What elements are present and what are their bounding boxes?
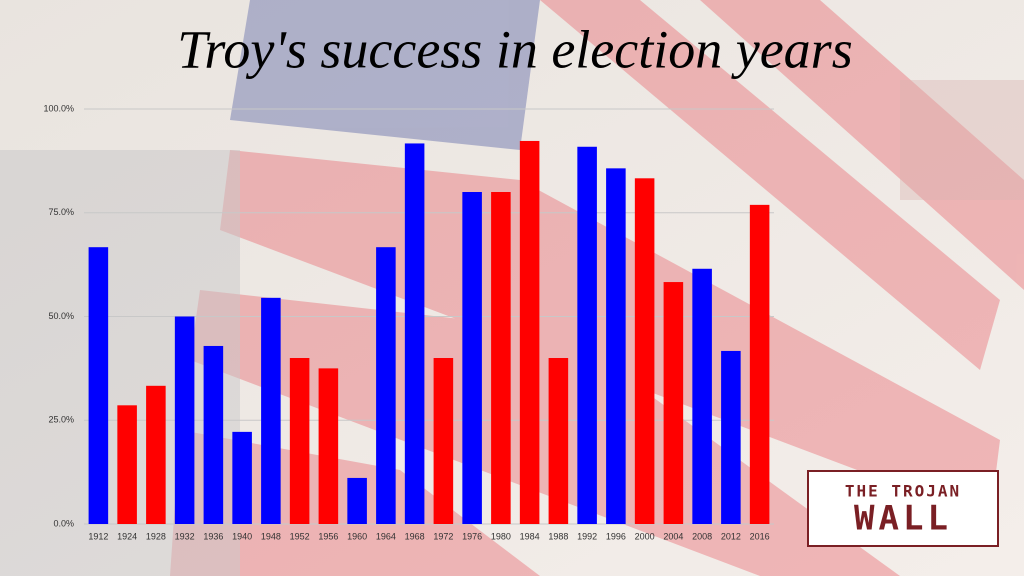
bar [347, 477, 367, 524]
logo-box [807, 470, 999, 547]
bar [491, 192, 511, 524]
x-tick-label: 2004 [663, 531, 683, 541]
bar [318, 368, 339, 524]
bar [376, 247, 396, 524]
x-tick-label: 1972 [433, 531, 453, 541]
bar [692, 268, 712, 524]
x-tick-label: 2000 [635, 531, 655, 541]
x-tick-label: 1968 [405, 531, 425, 541]
x-tick-label: 1940 [232, 531, 252, 541]
plot-area: 0.0% 25.0% 50.0% 75.0% 100.0% 1912 1924 1928 193… [43, 103, 774, 541]
x-tick-label: 2012 [721, 531, 741, 541]
x-tick-label: 1924 [117, 531, 137, 541]
bar [289, 358, 310, 524]
bar [548, 358, 569, 524]
x-tick-label: 1992 [577, 531, 597, 541]
logo-text: WALL [854, 499, 952, 539]
y-tick-label: 100.0% [43, 103, 74, 113]
x-tick-label: 1952 [290, 531, 310, 541]
bar [663, 282, 684, 524]
bar [433, 358, 454, 524]
bar [232, 431, 252, 524]
x-tick-label: 1912 [88, 531, 108, 541]
y-tick-label: 75.0% [48, 207, 74, 217]
x-tick-label: 1932 [175, 531, 195, 541]
x-tick-label: 1956 [318, 531, 338, 541]
x-tick-label: 1928 [146, 531, 166, 541]
bar [749, 204, 770, 525]
bar [721, 350, 741, 524]
x-tick-label: 2016 [750, 531, 770, 541]
logo-text: THE TROJAN [845, 482, 961, 501]
x-tick-label: 1948 [261, 531, 281, 541]
x-tick-label: 1960 [347, 531, 367, 541]
bar [174, 316, 195, 524]
bar [634, 178, 655, 524]
x-tick-label: 1996 [606, 531, 626, 541]
x-tick-label: 2008 [692, 531, 712, 541]
bar [606, 168, 626, 524]
bar [261, 297, 281, 524]
bar [203, 345, 224, 524]
x-tick-label: 1964 [376, 531, 396, 541]
x-tick-label: 1980 [491, 531, 511, 541]
y-tick-label: 0.0% [53, 518, 74, 528]
y-tick-label: 50.0% [48, 311, 74, 321]
bar [462, 192, 482, 524]
y-tick-label: 25.0% [48, 415, 74, 425]
x-tick-label: 1976 [462, 531, 482, 541]
bar [404, 143, 425, 524]
chart-title: Troy's success in election years [177, 19, 852, 79]
x-tick-label: 1936 [203, 531, 223, 541]
bar [577, 146, 597, 524]
bar [117, 405, 137, 524]
bar [146, 385, 166, 524]
x-tick-label: 1984 [520, 531, 540, 541]
bar [88, 247, 109, 524]
bar [519, 140, 540, 524]
x-tick-label: 1988 [548, 531, 568, 541]
